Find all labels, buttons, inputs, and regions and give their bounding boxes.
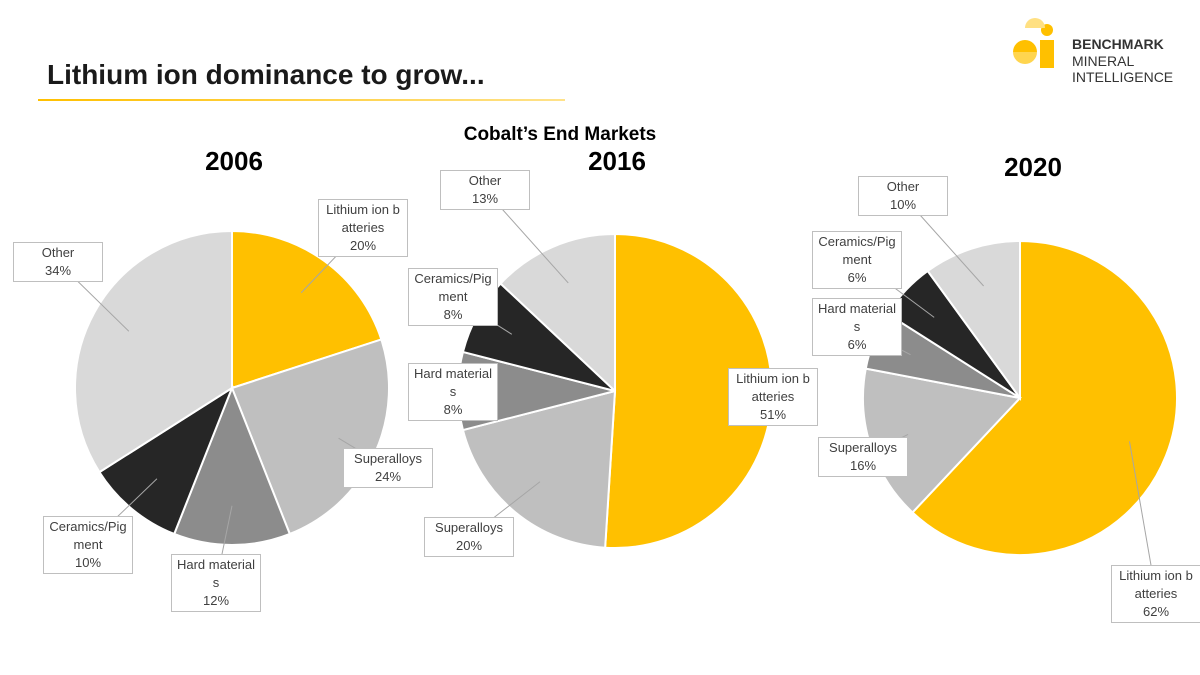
chart-title: 2006 — [205, 146, 263, 176]
data-label: Ceramics/Pigment 8% — [408, 268, 498, 326]
category-label: Other — [41, 245, 75, 260]
value-label: 10% — [889, 197, 917, 212]
value-label: 6% — [847, 337, 867, 352]
pie-slice — [499, 232, 616, 394]
category-label: Ceramics/Pigment — [818, 234, 896, 267]
value-label: 51% — [759, 407, 787, 422]
category-label: Ceramics/Pigment — [414, 271, 492, 304]
value-label: 12% — [202, 593, 230, 608]
data-label: Other 34% — [13, 242, 103, 282]
pie-slice — [926, 239, 1021, 402]
data-label: Lithium ion batteries 51% — [728, 368, 818, 426]
data-label: Superalloys 16% — [818, 437, 908, 477]
category-label: Ceramics/Pigment — [49, 519, 127, 552]
pie-slice — [231, 229, 383, 390]
pie-slice — [74, 229, 233, 474]
data-label: Ceramics/Pigment 6% — [812, 231, 902, 289]
logo-mark — [1013, 18, 1054, 68]
pie-slice — [911, 239, 1178, 556]
logo-text: BENCHMARK — [1072, 36, 1164, 52]
pie-slice — [98, 385, 235, 536]
data-label: Other 10% — [858, 176, 948, 216]
category-label: Other — [468, 173, 502, 188]
data-label: Superalloys 24% — [343, 448, 433, 488]
value-label: 20% — [455, 538, 483, 553]
value-label: 6% — [847, 270, 867, 285]
category-label: Other — [886, 179, 920, 194]
chart-title: 2016 — [588, 146, 646, 176]
value-label: 8% — [443, 307, 463, 322]
value-label: 20% — [349, 238, 377, 253]
category-label: Superalloys — [354, 451, 422, 466]
value-label: 16% — [849, 458, 877, 473]
value-label: 34% — [44, 263, 72, 278]
category-label: Superalloys — [829, 440, 897, 455]
category-label: Lithium ion batteries — [736, 371, 810, 404]
category-label: Lithium ion batteries — [1119, 568, 1193, 601]
data-label: Hard materials 8% — [408, 363, 498, 421]
category-label: Hard materials — [413, 366, 493, 399]
pie-slice — [172, 385, 292, 546]
value-label: 8% — [443, 402, 463, 417]
category-label: Hard materials — [817, 301, 897, 334]
data-label: Lithium ion batteries 62% — [1111, 565, 1200, 623]
category-label: Hard materials — [176, 557, 256, 590]
category-label: Lithium ion batteries — [326, 202, 400, 235]
logo-text: MINERAL — [1072, 53, 1134, 69]
value-label: 13% — [471, 191, 499, 206]
chart-heading: Cobalt’s End Markets — [464, 124, 657, 145]
slide-title: Lithium ion dominance to grow... — [47, 59, 485, 90]
value-label: 10% — [74, 555, 102, 570]
data-label: Superalloys 20% — [424, 517, 514, 557]
data-label: Hard materials 6% — [812, 298, 902, 356]
data-label: Ceramics/Pigment 10% — [43, 516, 133, 574]
data-label: Hard materials 12% — [171, 554, 261, 612]
logo-text: INTELLIGENCE — [1072, 69, 1173, 85]
category-label: Superalloys — [435, 520, 503, 535]
data-label: Other 13% — [440, 170, 530, 210]
value-label: 24% — [374, 469, 402, 484]
chart-title: 2020 — [1004, 152, 1062, 182]
title-underline — [38, 99, 565, 101]
pie-slice — [461, 389, 617, 549]
value-label: 62% — [1142, 604, 1170, 619]
data-label: Lithium ion batteries 20% — [318, 199, 408, 257]
